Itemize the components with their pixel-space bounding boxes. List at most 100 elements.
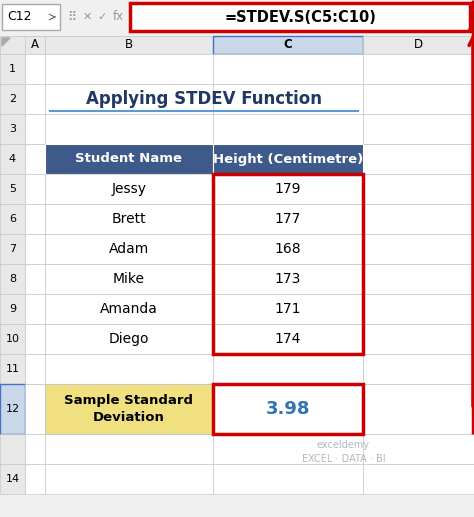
Bar: [45, 464, 213, 494]
Bar: [0, 384, 25, 434]
Bar: [45, 234, 213, 264]
Text: ✕: ✕: [82, 12, 91, 22]
Bar: [45, 354, 213, 384]
Bar: [25, 464, 45, 494]
Bar: [213, 174, 363, 204]
Text: A: A: [31, 38, 39, 52]
Bar: [0, 144, 25, 174]
Bar: [45, 294, 213, 324]
Bar: [0, 0, 474, 36]
Bar: [0, 234, 25, 264]
Bar: [0, 36, 474, 54]
Text: 12: 12: [5, 404, 19, 414]
Bar: [25, 36, 45, 54]
Bar: [25, 174, 45, 204]
Bar: [45, 204, 213, 234]
Bar: [363, 36, 474, 54]
Bar: [213, 294, 363, 324]
Text: 5: 5: [9, 184, 16, 194]
Text: 1: 1: [9, 64, 16, 74]
Text: 10: 10: [6, 334, 19, 344]
Bar: [45, 174, 213, 204]
Bar: [25, 384, 45, 434]
Bar: [213, 204, 363, 234]
Bar: [213, 234, 363, 264]
Bar: [25, 434, 45, 464]
Text: Brett: Brett: [112, 212, 146, 226]
Bar: [363, 324, 474, 354]
Bar: [45, 294, 213, 324]
Bar: [2, 4, 60, 30]
Bar: [0, 54, 25, 84]
Bar: [0, 204, 25, 234]
Bar: [25, 324, 45, 354]
Bar: [45, 434, 213, 464]
Bar: [45, 384, 213, 434]
Bar: [213, 204, 363, 234]
Bar: [25, 204, 45, 234]
Text: ⠿: ⠿: [67, 10, 77, 23]
Bar: [363, 204, 474, 234]
Bar: [363, 294, 474, 324]
Bar: [45, 324, 213, 354]
Bar: [213, 354, 363, 384]
Text: 7: 7: [9, 244, 16, 254]
Bar: [45, 264, 213, 294]
Text: =STDEV.S(C5:C10): =STDEV.S(C5:C10): [224, 9, 376, 24]
Bar: [130, 3, 470, 31]
Text: 8: 8: [9, 274, 16, 284]
Text: 3.98: 3.98: [266, 400, 310, 418]
Bar: [45, 384, 213, 434]
Text: 179: 179: [275, 182, 301, 196]
Bar: [213, 144, 363, 174]
Bar: [213, 114, 363, 144]
Text: 174: 174: [275, 332, 301, 346]
Bar: [45, 144, 213, 174]
Bar: [363, 114, 474, 144]
Text: 3: 3: [9, 124, 16, 134]
Bar: [213, 84, 363, 114]
Bar: [363, 354, 474, 384]
Bar: [45, 36, 213, 54]
Bar: [25, 294, 45, 324]
Text: 177: 177: [275, 212, 301, 226]
Bar: [0, 114, 25, 144]
Text: 9: 9: [9, 304, 16, 314]
Bar: [363, 384, 474, 434]
Bar: [45, 234, 213, 264]
Bar: [363, 434, 474, 464]
Bar: [25, 114, 45, 144]
Bar: [45, 324, 213, 354]
Bar: [0, 36, 25, 54]
Text: 168: 168: [275, 242, 301, 256]
Bar: [45, 144, 213, 174]
Bar: [45, 54, 213, 84]
Bar: [25, 264, 45, 294]
Text: fx: fx: [112, 10, 124, 23]
Text: C12: C12: [8, 10, 32, 23]
Bar: [0, 354, 25, 384]
Bar: [45, 204, 213, 234]
Text: Adam: Adam: [109, 242, 149, 256]
Text: 2: 2: [9, 94, 16, 104]
Text: Applying STDEV Function: Applying STDEV Function: [86, 90, 322, 108]
Polygon shape: [2, 38, 10, 46]
Bar: [45, 174, 213, 204]
Bar: [213, 144, 363, 174]
Text: Mike: Mike: [113, 272, 145, 286]
Text: D: D: [414, 38, 423, 52]
Bar: [213, 324, 363, 354]
Bar: [363, 54, 474, 84]
Bar: [213, 294, 363, 324]
Text: exceldemy
EXCEL · DATA · BI: exceldemy EXCEL · DATA · BI: [301, 440, 385, 464]
Bar: [0, 464, 25, 494]
Bar: [0, 84, 25, 114]
Bar: [213, 174, 363, 354]
Text: Jessy: Jessy: [111, 182, 146, 196]
Bar: [213, 434, 363, 464]
Text: Diego: Diego: [109, 332, 149, 346]
Text: Student Name: Student Name: [75, 153, 182, 165]
Bar: [25, 144, 45, 174]
Bar: [363, 174, 474, 204]
Text: ✓: ✓: [97, 12, 107, 22]
